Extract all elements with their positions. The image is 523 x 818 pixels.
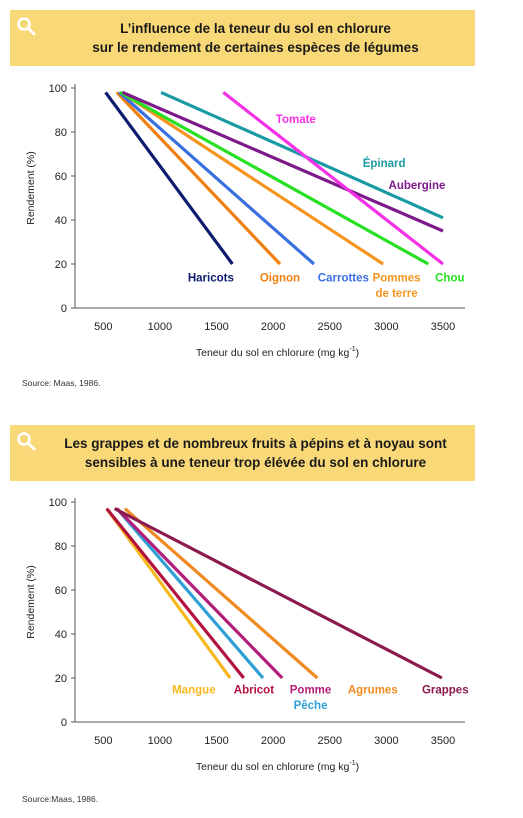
- x-tick-label: 2000: [261, 321, 285, 333]
- x-tick-label: 2000: [261, 735, 285, 747]
- x-tick-label: 1500: [204, 321, 228, 333]
- x-tick-label: 2500: [318, 321, 342, 333]
- series-line-oignon: [115, 91, 282, 266]
- y-tick-label: 80: [55, 127, 67, 139]
- y-tick-label: 40: [55, 215, 67, 227]
- y-tick-label: 20: [55, 673, 67, 685]
- x-tick-label: 3500: [431, 321, 455, 333]
- series-label-peche: Pêche: [294, 700, 328, 712]
- series-label-tomate: Tomate: [276, 114, 316, 126]
- x-tick-label: 3500: [431, 735, 455, 747]
- chart-1-title-line-1: L’influence de la teneur du sol en chlor…: [120, 21, 391, 36]
- series-label-oignon: Oignon: [260, 273, 300, 285]
- y-tick-label: 0: [61, 303, 67, 315]
- series-line-haricots: [104, 91, 234, 265]
- series-line-aubergine: [121, 90, 444, 233]
- chart-1-banner: L’influence de la teneur du sol en chlor…: [10, 10, 475, 66]
- x-tick-label: 2500: [318, 735, 342, 747]
- chart-2: 0 20 40 60 80 100 500 1000 1500 2000 2500 3000 3500 T…: [25, 497, 469, 773]
- y-tick-label: 60: [55, 171, 67, 183]
- chart-1: 0 20 40 60 80 100 500 1000 1500 2000 2500 3000 3500 T…: [25, 83, 465, 359]
- search-icon[interactable]: [16, 431, 36, 451]
- series-label-abricot: Abricot: [234, 684, 274, 696]
- chart-2-title-line-1: Les grappes et de nombreux fruits à pépi…: [64, 436, 447, 451]
- series-label-pommes-de-terre: Pommes: [373, 273, 421, 285]
- y-axis-label: Rendement (%): [25, 151, 37, 225]
- y-tick-label: 20: [55, 259, 67, 271]
- series-line-abricot: [105, 507, 245, 680]
- series-line-tomate: [222, 91, 444, 266]
- series-label-chou: Chou: [435, 273, 464, 285]
- series-label-epinard: Épinard: [363, 157, 406, 170]
- x-tick-label: 1000: [148, 321, 172, 333]
- series-label-pommes-de-terre: de terre: [375, 288, 417, 300]
- x-tick-label: 3000: [374, 321, 398, 333]
- series-label-aubergine: Aubergine: [389, 180, 446, 192]
- series-label-pomme: Pomme: [290, 684, 332, 696]
- x-axis-label: Teneur du sol en chlorure (mg kg-1): [196, 346, 359, 359]
- chart-2-source: Source:Maas, 1986.: [22, 794, 99, 804]
- series-label-agrumes: Agrumes: [348, 684, 398, 696]
- chart-1-title-line-2: sur le rendement de certaines espèces de…: [92, 40, 419, 55]
- series-label-mangue: Mangue: [172, 684, 215, 696]
- series-line-mangue: [105, 507, 232, 679]
- series-line-agrumes: [123, 507, 319, 680]
- series-line-carrottes: [118, 91, 315, 266]
- x-tick-label: 1000: [148, 735, 172, 747]
- x-tick-label: 1500: [204, 735, 228, 747]
- y-tick-label: 0: [61, 717, 67, 729]
- series-line-peche: [115, 507, 265, 680]
- series-label-haricots: Haricots: [188, 273, 234, 285]
- chart-2-banner: Les grappes et de nombreux fruits à pépi…: [10, 425, 475, 481]
- x-tick-label: 500: [94, 735, 112, 747]
- series-line-grappes: [113, 507, 443, 680]
- y-tick-label: 60: [55, 585, 67, 597]
- y-tick-label: 100: [49, 83, 67, 95]
- series-label-carrottes: Carrottes: [318, 273, 369, 285]
- chart-2-title: Les grappes et de nombreux fruits à pépi…: [44, 434, 467, 472]
- chart-2-title-line-2: sensibles à une teneur trop élévée du so…: [84, 455, 427, 470]
- series-label-grappes: Grappes: [422, 684, 469, 696]
- y-tick-label: 100: [49, 497, 67, 509]
- series-line-pomme: [115, 507, 284, 680]
- chart-1-title: L’influence de la teneur du sol en chlor…: [44, 19, 467, 57]
- x-tick-label: 3000: [374, 735, 398, 747]
- x-tick-label: 500: [94, 321, 112, 333]
- y-tick-label: 40: [55, 629, 67, 641]
- series-line-pommes-de-terre: [120, 91, 384, 266]
- x-axis-label: Teneur du sol en chlorure (mg kg-1): [196, 760, 359, 773]
- chart-1-source: Source: Maas, 1986.: [22, 378, 101, 388]
- y-axis-label: Rendement (%): [25, 565, 37, 639]
- y-tick-label: 80: [55, 541, 67, 553]
- search-icon[interactable]: [16, 16, 36, 36]
- series-line-chou: [119, 91, 430, 266]
